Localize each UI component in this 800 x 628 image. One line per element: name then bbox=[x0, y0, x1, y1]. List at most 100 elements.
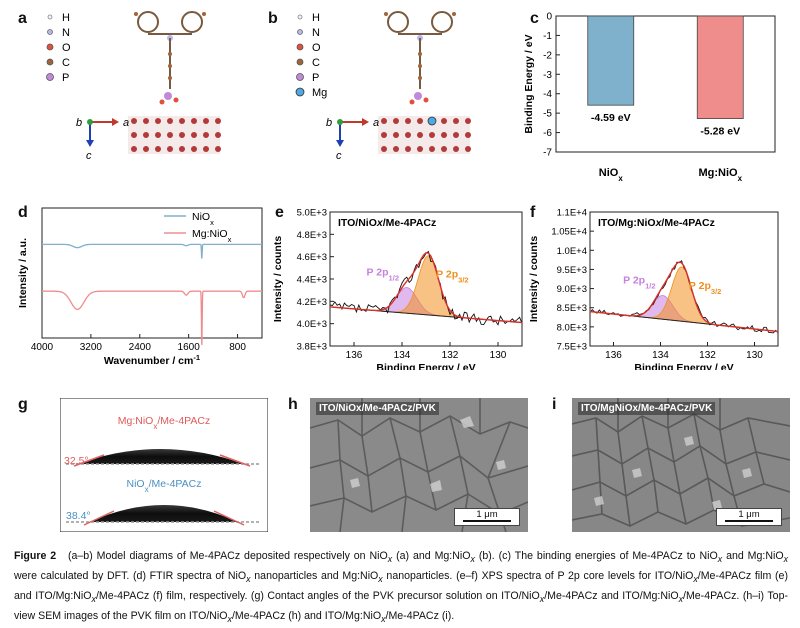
legend-h: H bbox=[312, 12, 320, 24]
y-tick-label: 4.2E+3 bbox=[297, 297, 327, 308]
mg-doped-slab bbox=[378, 116, 471, 154]
droplet-mgnio bbox=[66, 449, 260, 467]
legend-label-mgnio: Mg:NiOx bbox=[192, 228, 232, 244]
x-axis-title: Binding Energy / eV bbox=[376, 362, 475, 370]
axis-b-label: b bbox=[326, 117, 332, 129]
bar-niox bbox=[587, 15, 635, 106]
sem-image-i: ITO/MgNiOx/Me-4PACz/PVK 1 μm bbox=[572, 398, 790, 532]
y-tick-label: 4.6E+3 bbox=[297, 252, 327, 263]
label-nio-me4pacz: NiOx/Me-4PACz bbox=[127, 478, 202, 494]
y-tick-label: 4.0E+3 bbox=[297, 319, 327, 330]
y-tick-label: -7 bbox=[543, 148, 552, 159]
y-tick-label: 8.0E+3 bbox=[557, 322, 587, 333]
x-tick-label: 134 bbox=[652, 350, 669, 361]
bar-value-label: -5.28 eV bbox=[700, 126, 740, 138]
x-tick-label: 1600 bbox=[178, 342, 201, 353]
y-tick-label: 8.5E+3 bbox=[557, 303, 587, 314]
y-axis-title: Intensity / a.u. bbox=[17, 238, 29, 308]
y-tick-label: -6 bbox=[543, 128, 552, 139]
axis-c-label: c bbox=[86, 150, 92, 162]
axis-c-label: c bbox=[336, 150, 342, 162]
molecule-model-a: H N O C P b a c bbox=[46, 11, 221, 162]
nickel-oxide-slab bbox=[128, 116, 221, 154]
y-tick-label: 9.5E+3 bbox=[557, 265, 587, 276]
figure-caption: Figure 2 (a–b) Model diagrams of Me-4PAC… bbox=[14, 548, 788, 628]
carbazole-molecule bbox=[384, 11, 456, 105]
y-tick-label: 1.1E+4 bbox=[557, 208, 587, 219]
contact-angle-images: Mg:NiOx/Me-4PACz 32.5° NiOx/Me-4PACz 38.… bbox=[60, 398, 268, 532]
x-tick-label: 134 bbox=[394, 350, 411, 361]
x-axis-title: Wavenumber / cm-1 bbox=[104, 353, 200, 368]
scale-bar-i: 1 μm bbox=[716, 508, 782, 526]
sem-label-h: ITO/NiOx/Me-4PACz/PVK bbox=[316, 402, 439, 415]
xps-spectrum-f: 7.5E+3 8.0E+3 8.5E+3 9.0E+3 9.5E+3 1.0E+4 1.05… bbox=[528, 208, 779, 370]
y-tick-label: 5.0E+3 bbox=[297, 208, 327, 219]
legend-o: O bbox=[62, 42, 71, 54]
panel-letter-f: f bbox=[530, 204, 536, 221]
x-axis-title: Binding Energy / eV bbox=[634, 362, 733, 370]
y-axis-title: Binding Energy / eV bbox=[523, 34, 535, 133]
x-tick-label: 136 bbox=[346, 350, 363, 361]
axis-a-label: a bbox=[373, 117, 379, 129]
crystal-axes-a: b a c bbox=[76, 117, 129, 162]
scale-bar-h: 1 μm bbox=[454, 508, 520, 526]
legend-h: H bbox=[62, 12, 70, 24]
panel-letter-b: b bbox=[268, 10, 278, 27]
y-tick-label: 1.05E+4 bbox=[551, 227, 587, 238]
y-axis-title: Intensity / counts bbox=[272, 236, 284, 323]
y-tick-label: 7.5E+3 bbox=[557, 342, 587, 353]
atom-legend-b: H N O C P Mg bbox=[295, 12, 327, 99]
panel-letter-e: e bbox=[275, 204, 284, 221]
plot-frame bbox=[41, 207, 263, 339]
y-tick-label: -5 bbox=[543, 109, 552, 120]
series-line-nio bbox=[42, 243, 262, 259]
crystal-axes-b: b a c bbox=[326, 117, 379, 162]
x-tick-label: 4000 bbox=[31, 342, 54, 353]
panel-letter-d: d bbox=[18, 204, 28, 221]
y-tick-label: -2 bbox=[543, 50, 552, 61]
legend-n: N bbox=[62, 27, 70, 39]
legend-p: P bbox=[62, 72, 69, 84]
x-tick-label: 132 bbox=[699, 350, 716, 361]
y-tick-label: 4.8E+3 bbox=[297, 230, 327, 241]
y-tick-label: 4.4E+3 bbox=[297, 275, 327, 286]
panel-letter-i: i bbox=[552, 396, 557, 413]
binding-energy-bar-chart: 0 -1 -2 -3 -4 -5 -6 -7 -4.59 eV NiOx -5.28 eV Mg:Ni… bbox=[523, 12, 776, 183]
legend-c: C bbox=[62, 57, 70, 69]
legend-p: P bbox=[312, 72, 319, 84]
legend-mg: Mg bbox=[312, 87, 327, 99]
axis-b-label: b bbox=[76, 117, 82, 129]
panel-letter-h: h bbox=[288, 396, 298, 413]
plot-frame bbox=[589, 211, 779, 347]
legend-o: O bbox=[312, 42, 321, 54]
chart-title: ITO/NiOx/Me-4PACz bbox=[338, 217, 436, 229]
droplet-nio bbox=[66, 505, 260, 526]
panel-letter-a: a bbox=[18, 10, 27, 27]
legend-label-nio: NiOx bbox=[192, 211, 214, 227]
angle-nio: 38.4° bbox=[66, 510, 91, 522]
bar-value-label: -4.59 eV bbox=[591, 112, 631, 124]
sem-image-h: ITO/NiOx/Me-4PACz/PVK 1 μm bbox=[310, 398, 528, 532]
chart-title: ITO/Mg:NiOx/Me-4PACz bbox=[598, 217, 715, 229]
x-tick-label: 3200 bbox=[80, 342, 103, 353]
caption-text: (a–b) Model diagrams of Me-4PACz deposit… bbox=[14, 550, 788, 625]
peak-label-p2p12: P 2p1/2 bbox=[367, 266, 399, 282]
x-tick-label: 800 bbox=[229, 342, 246, 353]
axis-a-label: a bbox=[123, 117, 129, 129]
y-tick-label: 1.0E+4 bbox=[557, 246, 587, 257]
peak-area-p2p32 bbox=[329, 255, 522, 323]
series-line-mgnio bbox=[42, 290, 262, 346]
legend-n: N bbox=[312, 27, 320, 39]
angle-mgnio: 32.5° bbox=[64, 455, 89, 467]
caption-label: Figure 2 bbox=[14, 550, 57, 562]
y-tick-label: 3.8E+3 bbox=[297, 342, 327, 353]
peak-label-p2p32: P 2p3/2 bbox=[436, 269, 468, 285]
plot-frame bbox=[555, 15, 776, 153]
y-tick-label: -3 bbox=[543, 70, 552, 81]
molecule-model-b: H N O C P Mg b a c bbox=[295, 11, 471, 162]
xps-spectrum-e: 3.8E+3 4.0E+3 4.2E+3 4.4E+3 4.6E+3 4.8E+3 5.0E… bbox=[272, 208, 523, 370]
x-tick-label: 2400 bbox=[129, 342, 152, 353]
x-tick-label: 130 bbox=[490, 350, 507, 361]
bar-mgniox bbox=[696, 15, 744, 119]
